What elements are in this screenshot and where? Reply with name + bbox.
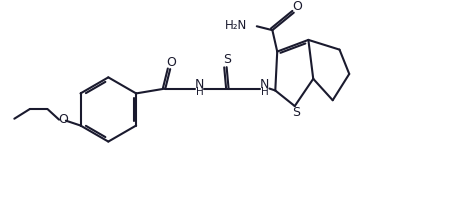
Text: H: H [260, 87, 268, 98]
Text: S: S [292, 106, 300, 119]
Text: N: N [260, 78, 269, 91]
Text: H: H [196, 87, 203, 98]
Text: S: S [223, 53, 231, 66]
Text: O: O [58, 113, 68, 126]
Text: O: O [166, 56, 176, 69]
Text: O: O [292, 0, 302, 13]
Text: H₂N: H₂N [225, 19, 247, 32]
Text: N: N [195, 78, 204, 91]
